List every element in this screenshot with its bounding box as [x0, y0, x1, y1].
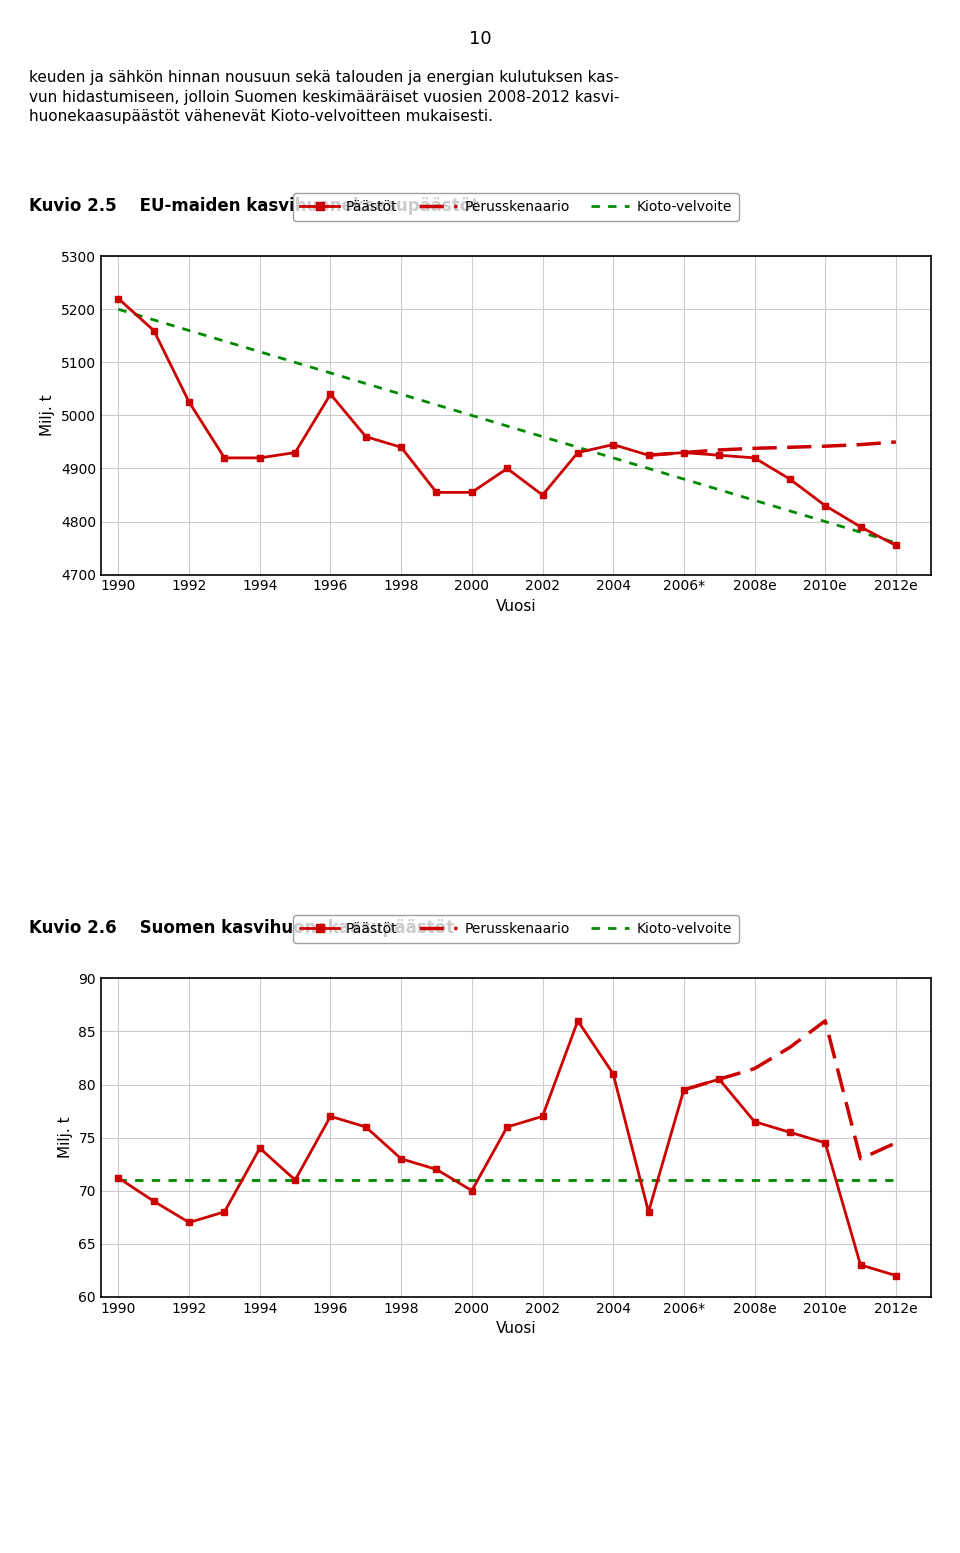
- Text: keuden ja sähkön hinnan nousuun sekä talouden ja energian kulutuksen kas-
vun hi: keuden ja sähkön hinnan nousuun sekä tal…: [29, 70, 619, 124]
- Text: Kuvio 2.6    Suomen kasvihuonekaasupäästöt: Kuvio 2.6 Suomen kasvihuonekaasupäästöt: [29, 919, 454, 936]
- Legend: Päästöt, Perusskenaario, Kioto-velvoite: Päästöt, Perusskenaario, Kioto-velvoite: [294, 915, 738, 943]
- X-axis label: Vuosi: Vuosi: [495, 599, 537, 613]
- Text: 10: 10: [468, 30, 492, 48]
- Text: Kuvio 2.5    EU-maiden kasvihuonekaasupäästöt: Kuvio 2.5 EU-maiden kasvihuonekaasupääst…: [29, 197, 479, 214]
- X-axis label: Vuosi: Vuosi: [495, 1322, 537, 1336]
- Y-axis label: Milj. t: Milj. t: [58, 1117, 73, 1159]
- Legend: Päästöt, Perusskenaario, Kioto-velvoite: Päästöt, Perusskenaario, Kioto-velvoite: [294, 193, 738, 221]
- Y-axis label: Milj. t: Milj. t: [40, 394, 56, 436]
